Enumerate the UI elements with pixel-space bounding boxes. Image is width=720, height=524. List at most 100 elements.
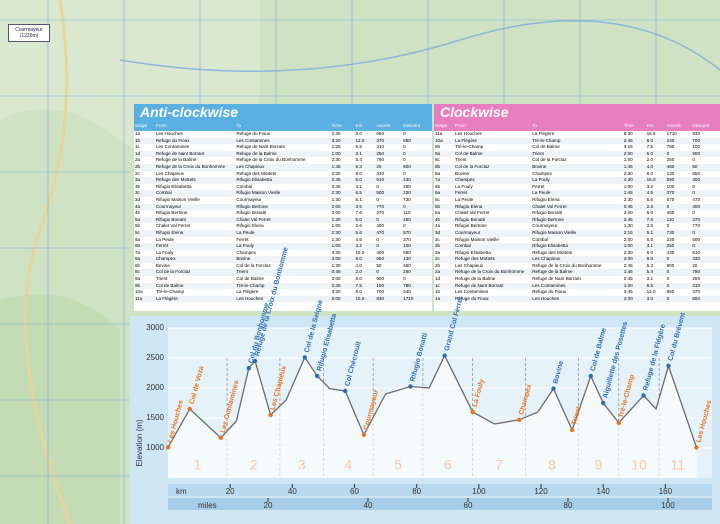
cell: Refuge du Fioux: [532, 289, 566, 295]
cell: Ferret: [532, 183, 545, 189]
table-row: 4b Rifugio Bertone Rifugio Bonatti 3:00 7.6 2…: [134, 210, 432, 217]
cell: 5.4: [645, 269, 666, 277]
cell: 8b: [135, 262, 141, 268]
cell: Refuge de la Balme: [455, 276, 496, 282]
cell: 400: [691, 177, 720, 184]
cell: La Flégère: [236, 289, 259, 295]
cell: 830: [375, 295, 403, 303]
cell: 4:30: [331, 249, 341, 255]
cell: 900: [402, 163, 432, 171]
cell: 5b: [135, 223, 141, 229]
cell: Chalet Val Ferret: [455, 210, 490, 216]
cell: 650: [692, 170, 701, 176]
waypoint: [268, 412, 273, 418]
table-row: 9a Col de Balme Trient 2:00 6.0 0 900: [434, 150, 720, 158]
table-row: 5c La Peule Rifugio Elena 2:30 5.6 570 470: [434, 197, 720, 204]
table-row: 5b Rifugio Elena Chalet Val Ferret 0:45 2.6 0…: [434, 203, 720, 211]
cell: 6a: [434, 190, 455, 197]
cell: Rifugio Bertone: [235, 203, 331, 211]
cell: 0: [375, 269, 403, 277]
cell: 240: [665, 137, 692, 145]
cell: Les Houches: [455, 131, 482, 136]
cell: 3d: [135, 196, 141, 202]
waypoint: [641, 393, 646, 398]
table-row: 10a Tré-le-Champ La Flégère 3:30 8.0 700 240: [134, 289, 432, 296]
cell: 3.5: [646, 223, 654, 229]
column-header: Ascent: [375, 121, 403, 131]
waypoint: [551, 386, 556, 391]
header-row: Stage From To Time Km Ascent Descent: [134, 121, 432, 131]
cell: 3d: [434, 229, 455, 237]
cell: 10a: [434, 137, 455, 145]
cell: Combal: [154, 190, 236, 197]
cell: 5.3: [646, 262, 654, 268]
cell: Rifugio Bonatti: [236, 210, 267, 216]
cell: 1:30: [331, 236, 341, 242]
cell: 770: [375, 203, 403, 211]
cell: 900: [691, 150, 720, 158]
cell: 5.0: [354, 216, 376, 224]
cell: 1c: [135, 144, 140, 150]
cell: 7a: [434, 177, 455, 184]
cell: 3:00: [330, 256, 355, 263]
cell: 6.5: [646, 236, 654, 242]
cell: 0: [375, 216, 403, 224]
x-axis-label: km: [176, 487, 187, 496]
cell: 0: [665, 295, 692, 303]
cell: 700: [691, 137, 720, 145]
table-row: 10a La Flégère Tré-le-Champ 2:45 8.0 240 700: [434, 137, 720, 145]
route-table: Stage From To Time Km Ascent Descent 1a Les Houc…: [134, 121, 432, 303]
table-row: 7a La Fouly Champex 4:30 15.0 400 590: [134, 250, 432, 257]
cell: Rifugio Elena: [532, 196, 560, 202]
cell: 2:00: [622, 256, 646, 263]
table-row: 11a La Flégère Les Houches 6:00 16.5 830 1710: [134, 295, 432, 303]
cell: Refuge de la Balme: [235, 150, 331, 158]
cell: La Peule: [531, 190, 623, 197]
y-tick-label: 3000: [146, 323, 164, 332]
cell: 3a: [134, 177, 155, 184]
cell: Rifugio Bertone: [155, 210, 188, 216]
cell: 2:00: [622, 295, 646, 303]
cell: 110: [665, 216, 692, 224]
table-row: 8c Trient Col de la Forclaz 1:00 2.0 250 0: [434, 157, 720, 164]
cell: 0: [375, 243, 403, 250]
cell: 0: [665, 269, 692, 277]
cell: 2:30: [331, 170, 341, 176]
cell: 1:00: [331, 223, 341, 229]
cell: Rifugio Bonatti: [454, 216, 532, 224]
cell: 3:30: [331, 289, 341, 295]
cell: 220: [666, 236, 675, 242]
cell: 3.1: [645, 243, 666, 250]
cell: Bovine: [531, 163, 623, 171]
cell: 6b: [134, 243, 155, 250]
table-row: 5b Chalet Val Ferret Rifugio Elena 1:00 2.6 4…: [134, 223, 432, 230]
cell: 250: [375, 150, 403, 158]
cell: 650: [376, 131, 385, 136]
cell: 0: [691, 243, 720, 250]
cell: Refuge du Fioux: [236, 131, 271, 136]
cell: 450: [402, 216, 432, 224]
cell: 5c: [435, 196, 440, 202]
cell: 780: [402, 282, 432, 290]
cell: 6.0: [354, 177, 376, 184]
cell: Col de la Forclaz: [454, 163, 532, 171]
cell: 20: [375, 163, 403, 171]
cell: Refuge de Nant Borrant: [532, 276, 581, 282]
cell: 8c: [435, 157, 440, 163]
cell: 1:00: [330, 243, 355, 250]
cell: Rifugio Maison Vieille: [455, 236, 499, 242]
cell: 450: [666, 210, 675, 216]
column-header: Km: [645, 121, 666, 131]
cell: 1:30: [331, 262, 341, 268]
cell: 16.5: [354, 295, 376, 303]
cell: La Flégère: [532, 131, 555, 136]
cell: 610: [375, 177, 403, 184]
cell: 1a: [434, 295, 455, 303]
cell: Tré-le-Champ: [155, 289, 185, 295]
table-row: 3a Refuge des Mottets Rifugio Elisabetta 2:…: [134, 177, 432, 184]
table-row: 2c Les Chapieux Refuge des Mottets 2:30 9.0 4…: [134, 171, 432, 178]
waypoint: [588, 373, 593, 379]
table-row: 3c Rifugio Maison Vieille Combal 2:00 6.5 220…: [434, 237, 720, 244]
cell: 130: [402, 256, 432, 263]
cell: 3:00: [331, 276, 341, 282]
